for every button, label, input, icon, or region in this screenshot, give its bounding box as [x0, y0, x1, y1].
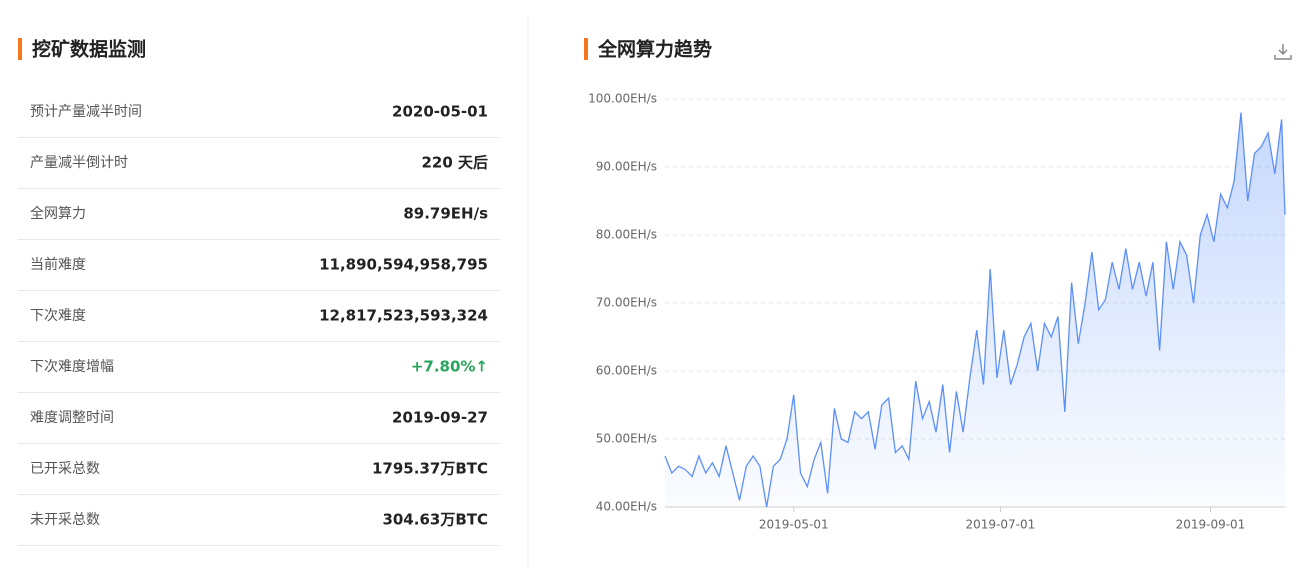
row-label: 下次难度: [30, 308, 86, 324]
row-value: +7.80%↑: [411, 358, 488, 376]
row-value: 89.79EH/s: [403, 205, 488, 223]
row-value: 220 天后: [421, 154, 488, 172]
row-label: 当前难度: [30, 256, 86, 273]
row-label: 难度调整时间: [30, 410, 114, 426]
chart-title: 全网算力趋势: [597, 38, 712, 61]
row-value: 2019-09-27: [392, 409, 488, 427]
row-value: 304.63万BTC: [382, 511, 488, 529]
x-tick-label: 2019-09-01: [1176, 518, 1246, 532]
x-tick-label: 2019-07-01: [966, 518, 1036, 532]
row-value: 12,817,523,593,324: [319, 307, 488, 325]
row-value: 11,890,594,958,795: [319, 256, 488, 274]
row-label: 全网算力: [30, 205, 86, 222]
row-label: 产量减半倒计时: [30, 155, 128, 171]
row-value: 2020-05-01: [392, 103, 488, 121]
area: [665, 112, 1285, 507]
title-accent: [584, 38, 588, 60]
row-label: 未开采总数: [30, 512, 100, 528]
title-accent: [18, 38, 22, 60]
y-tick-label: 80.00EH/s: [596, 228, 657, 242]
y-tick-label: 40.00EH/s: [596, 500, 657, 514]
y-tick-label: 100.00EH/s: [588, 92, 657, 106]
row-label: 已开采总数: [30, 461, 100, 477]
x-tick-label: 2019-05-01: [759, 518, 829, 532]
y-tick-label: 70.00EH/s: [596, 296, 657, 310]
y-tick-label: 50.00EH/s: [596, 432, 657, 446]
line: [664, 112, 1286, 508]
y-tick-label: 60.00EH/s: [596, 364, 657, 378]
row-label: 预计产量减半时间: [30, 104, 142, 120]
download-icon[interactable]: [1274, 44, 1292, 60]
panel-title: 挖矿数据监测: [32, 38, 146, 61]
row-label: 下次难度增幅: [30, 359, 114, 375]
row-value: 1795.37万BTC: [372, 460, 488, 478]
y-tick-label: 90.00EH/s: [596, 160, 657, 174]
